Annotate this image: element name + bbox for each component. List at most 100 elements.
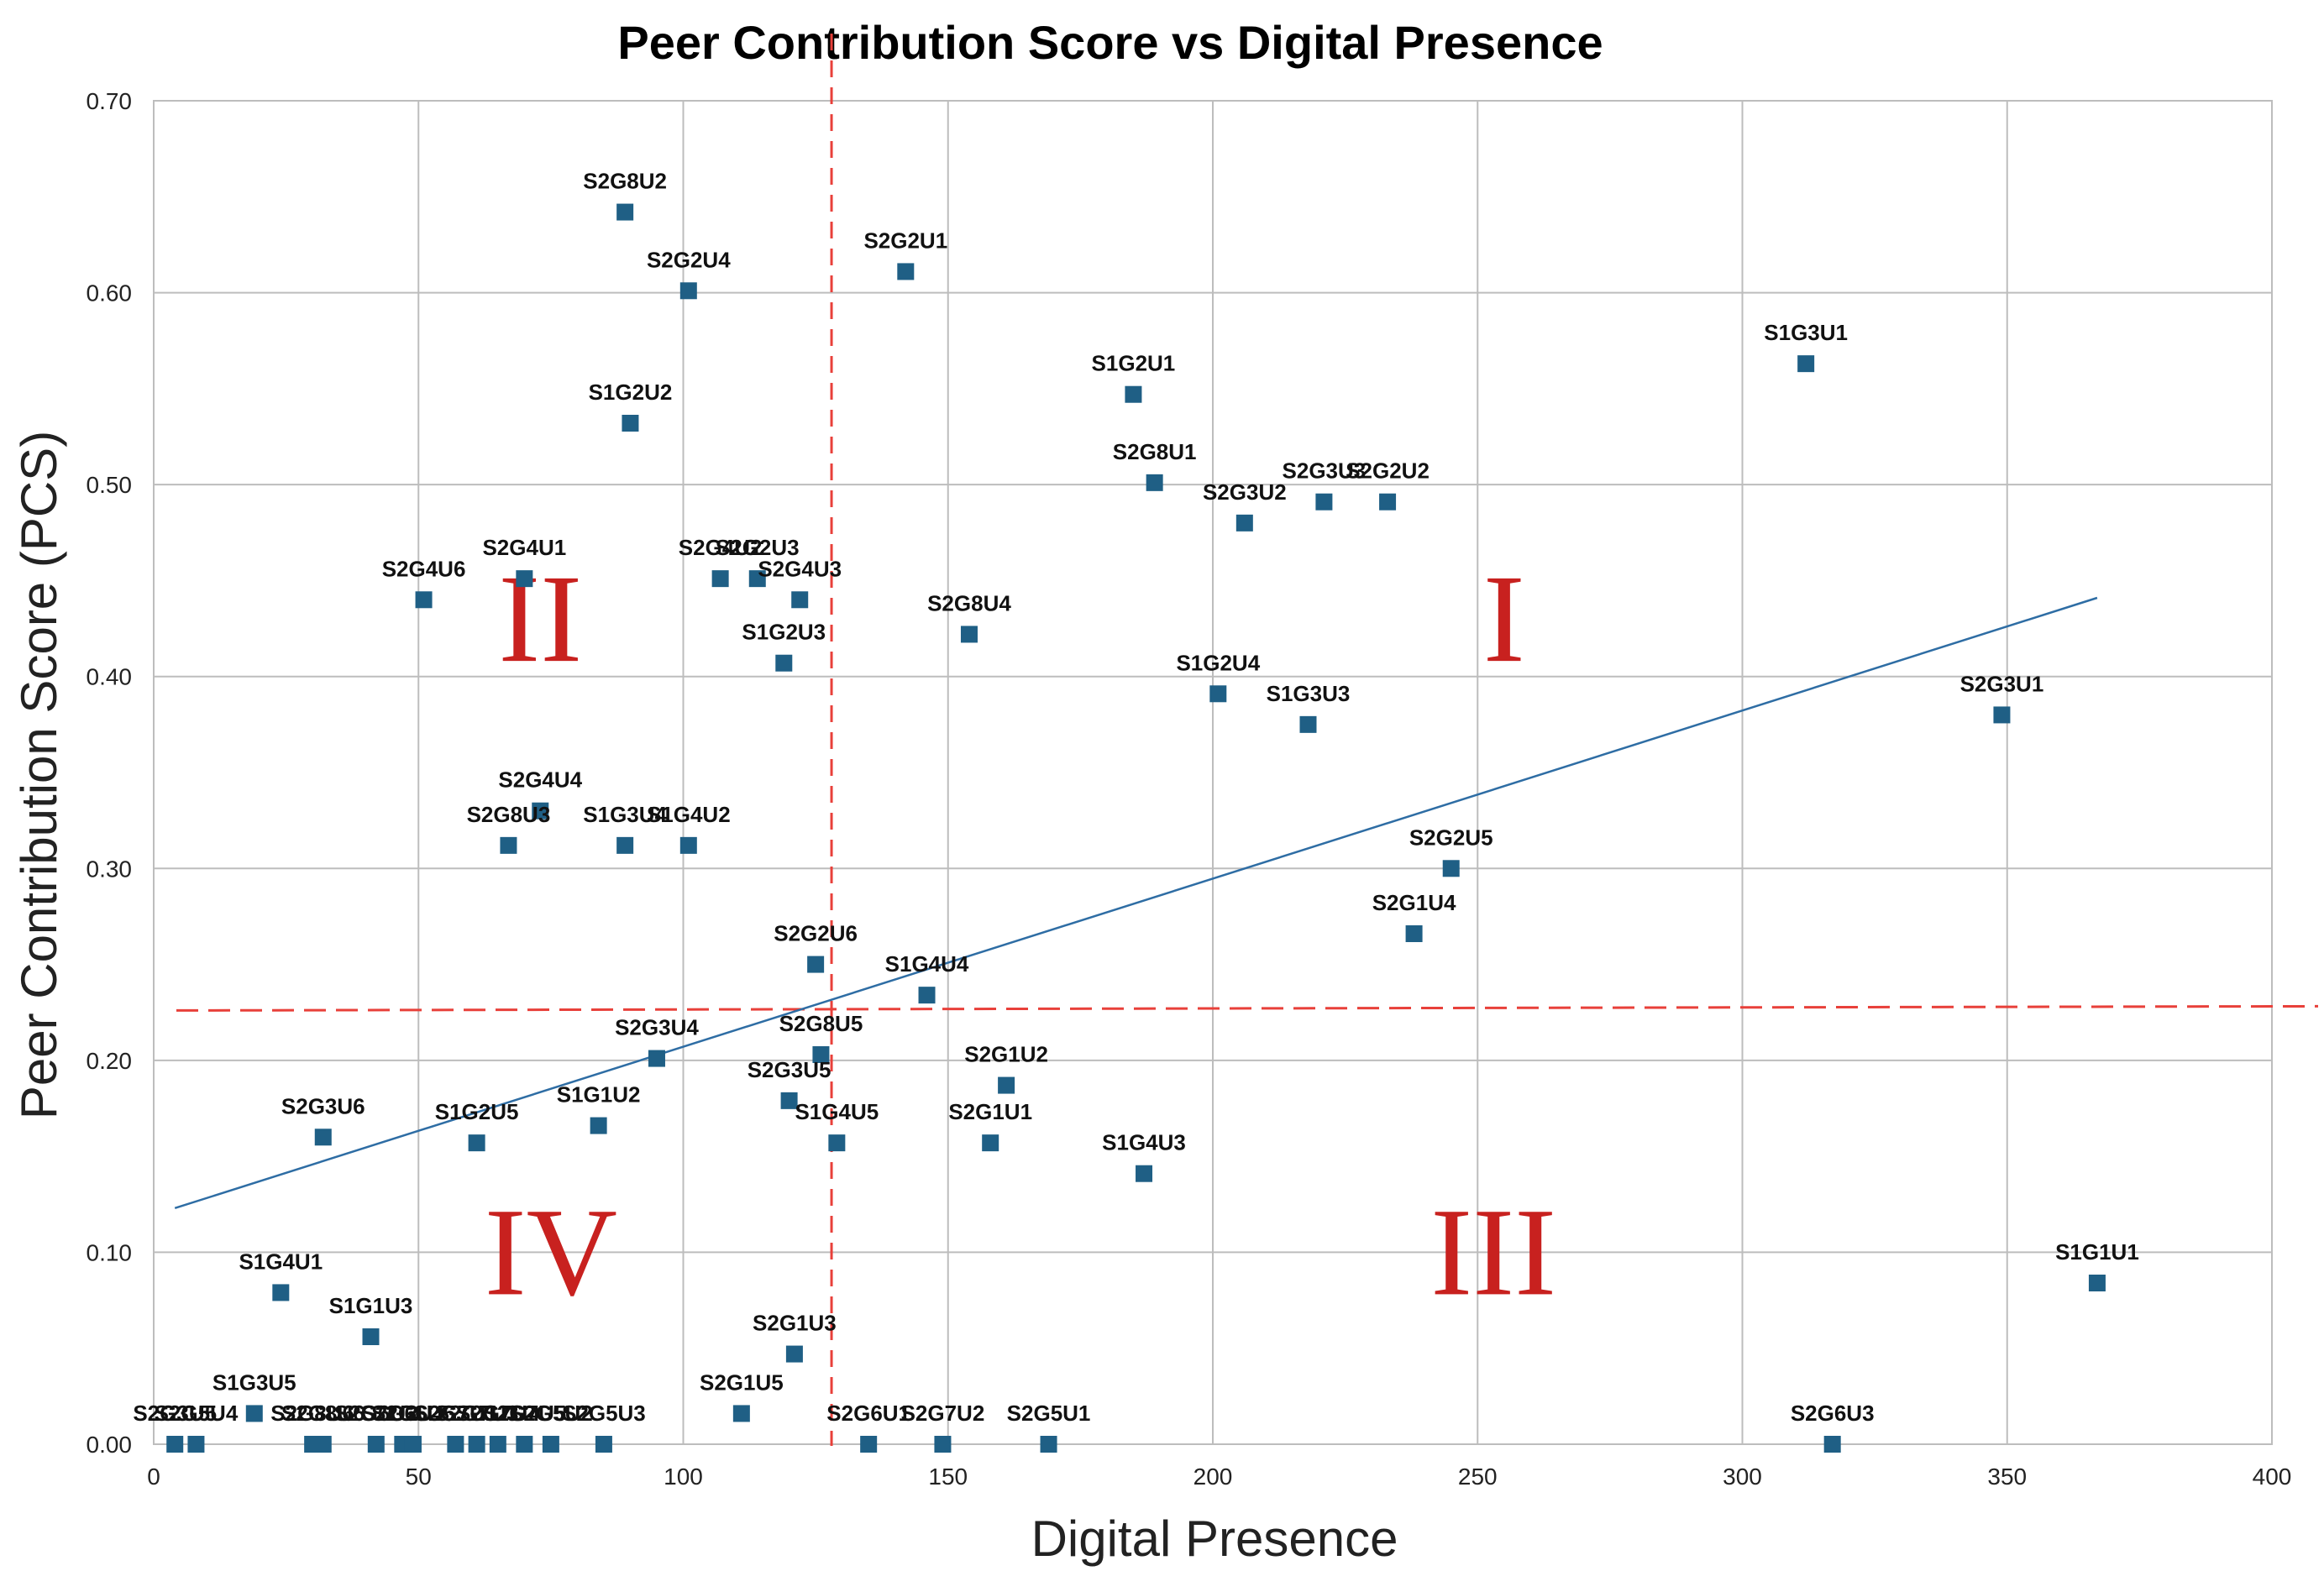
point-label: S1G1U1 (2055, 1239, 2139, 1265)
data-point (542, 1436, 559, 1453)
x-tick-label: 400 (2253, 1464, 2292, 1490)
point-label: S2G7U1 (414, 1401, 498, 1426)
point-label: S2G2U6 (774, 921, 858, 946)
y-tick-label: 0.30 (87, 856, 133, 882)
data-point (918, 987, 936, 1004)
point-label: S2G4U4 (498, 767, 582, 793)
data-point (1379, 493, 1397, 511)
point-label: S2G2U1 (863, 228, 947, 253)
data-point (516, 1436, 533, 1453)
data-point (1442, 860, 1460, 877)
plot-area (153, 100, 2273, 1445)
data-point (245, 1405, 263, 1422)
data-point (404, 1436, 422, 1453)
point-label: S1G3U1 (1764, 320, 1848, 345)
data-point (468, 1436, 485, 1453)
trendline-group (174, 596, 2098, 1210)
data-point (679, 282, 697, 300)
data-point (775, 654, 793, 672)
point-label: S2G1U3 (753, 1311, 837, 1336)
point-label: S2G3U1 (1960, 671, 2044, 696)
point-label: S2G5U3 (562, 1401, 646, 1426)
data-point (447, 1436, 464, 1453)
data-point (367, 1436, 385, 1453)
data-point (934, 1436, 952, 1453)
point-label: S2G2U2 (1346, 458, 1430, 484)
point-label: S2G7U2 (901, 1401, 985, 1426)
point-label: S1G1U3 (329, 1293, 413, 1318)
data-point (468, 1134, 485, 1152)
data-point (622, 415, 639, 432)
point-label: S1G4U1 (239, 1249, 323, 1274)
point-label: S2G4U1 (482, 535, 566, 560)
point-label: S2G2U3 (716, 535, 800, 560)
quadrant-label: IV (485, 1182, 617, 1322)
point-label: S2G5U2 (509, 1401, 593, 1426)
point-label: S2G3U5 (133, 1401, 217, 1426)
data-points (166, 203, 2106, 1453)
point-label: S1G4U5 (795, 1099, 879, 1124)
quadrant-label: III (1430, 1182, 1556, 1322)
data-point (166, 1436, 184, 1453)
data-point (982, 1134, 999, 1152)
point-label: S2G1U4 (1372, 890, 1456, 915)
x-axis-label: Digital Presence (1031, 1511, 1398, 1567)
data-point (780, 1092, 798, 1109)
x-tick-label: 300 (1723, 1464, 1762, 1490)
chart-title: Peer Contribution Score vs Digital Prese… (617, 16, 1603, 69)
data-point (791, 591, 809, 609)
point-label: S2G7U4 (456, 1401, 540, 1426)
data-point (415, 591, 433, 609)
data-point (998, 1076, 1015, 1094)
data-point (1823, 1436, 1841, 1453)
reference-lines (176, 34, 2319, 1446)
tick-labels: 0 50 100 150 200 250 300 350 400 0.00 0.10 0.20 0.30… (87, 88, 2292, 1490)
data-point (1797, 355, 1815, 373)
point-label: S2G8U2 (583, 169, 667, 194)
point-label: S1G2U1 (1092, 351, 1176, 376)
data-point (960, 626, 978, 643)
y-tick-label: 0.10 (87, 1239, 133, 1265)
point-label: S2G6U5 (371, 1401, 455, 1426)
data-point (362, 1328, 380, 1345)
point-label: S2G2U4 (647, 247, 731, 272)
data-point (272, 1284, 290, 1301)
data-point (1993, 706, 2011, 724)
y-tick-label: 0.50 (87, 472, 133, 498)
point-label: S2G6U4 (360, 1401, 444, 1426)
x-tick-label: 200 (1193, 1464, 1233, 1490)
data-point (1136, 1165, 1153, 1182)
data-point (785, 1345, 803, 1363)
point-label: S2G1U2 (964, 1042, 1048, 1067)
point-label: S1G3U4 (583, 802, 667, 827)
y-tick-label: 0.70 (87, 88, 133, 114)
data-point (314, 1129, 332, 1146)
data-point (1125, 385, 1142, 403)
point-label: S2G8U6 (281, 1401, 365, 1426)
data-point (590, 1117, 607, 1134)
trendline (174, 596, 2098, 1210)
point-label: S2G8U6 (270, 1401, 354, 1426)
data-point (595, 1436, 612, 1453)
x-tick-label: 50 (406, 1464, 432, 1490)
x-tick-label: 100 (664, 1464, 703, 1490)
data-point (616, 203, 634, 221)
data-point (1146, 474, 1163, 491)
data-point (679, 836, 697, 854)
point-label: S1G1U2 (557, 1082, 641, 1108)
point-label: S1G3U5 (212, 1369, 296, 1395)
point-label: S2G5U4 (155, 1401, 239, 1426)
data-point (1209, 685, 1227, 703)
point-label: S1G3U3 (1267, 681, 1351, 706)
data-point (187, 1436, 205, 1453)
quadrant-label: I (1483, 549, 1525, 689)
data-point (1405, 925, 1423, 942)
point-label: S1G4U3 (1102, 1130, 1186, 1155)
point-label: S2G3U5 (748, 1057, 831, 1082)
point-label: S1G4U4 (885, 951, 969, 977)
point-label: S2G3U6 (281, 1093, 365, 1118)
data-point (516, 570, 533, 588)
